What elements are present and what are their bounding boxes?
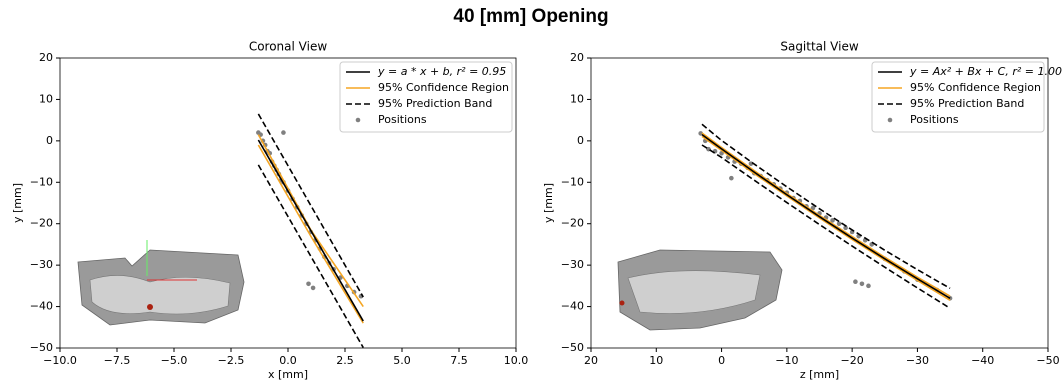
- legend-label: Positions: [378, 113, 427, 126]
- band-line: [258, 165, 363, 348]
- y-tick-label: −30: [30, 258, 53, 271]
- figure-title: 40 [mm] Opening: [453, 6, 608, 27]
- legend-marker: [356, 118, 361, 123]
- x-tick-label: −5.0: [161, 354, 188, 367]
- position-point: [281, 130, 286, 135]
- x-tick-label: 10.0: [504, 354, 529, 367]
- x-tick-label: −10.0: [43, 354, 77, 367]
- legend-label: 95% Prediction Band: [910, 97, 1024, 110]
- x-axis-label: x [mm]: [268, 368, 308, 381]
- x-tick-label: −7.5: [104, 354, 131, 367]
- y-tick-label: −10: [30, 175, 53, 188]
- inset-render-left: [78, 240, 244, 325]
- position-point: [860, 281, 865, 286]
- position-point: [729, 176, 734, 181]
- band-line: [258, 135, 363, 307]
- x-tick-label: 20: [584, 354, 598, 367]
- y-tick-label: −40: [30, 300, 53, 313]
- axes-title: Sagittal View: [780, 40, 858, 54]
- legend-label: y = a * x + b, r² = 0.95: [377, 65, 506, 78]
- band-line: [258, 114, 363, 297]
- x-tick-label: 7.5: [450, 354, 468, 367]
- y-tick-label: −50: [561, 341, 584, 354]
- x-tick-label: −2.5: [218, 354, 245, 367]
- x-tick-label: −30: [906, 354, 929, 367]
- fit-line: [258, 140, 363, 321]
- y-tick-label: 20: [39, 51, 53, 64]
- y-tick-label: −50: [30, 341, 53, 354]
- y-tick-label: −20: [30, 217, 53, 230]
- position-point: [866, 284, 871, 289]
- position-point: [853, 279, 858, 284]
- x-tick-label: 0.0: [279, 354, 297, 367]
- y-tick-label: 0: [46, 134, 53, 147]
- x-axis-label: z [mm]: [800, 368, 839, 381]
- y-tick-label: −40: [561, 300, 584, 313]
- axes-title: Coronal View: [249, 40, 328, 54]
- position-point: [311, 286, 316, 291]
- figure: 40 [mm] Opening Coronal View x [mm] y [mm]…: [0, 0, 1063, 386]
- y-tick-label: 0: [577, 134, 584, 147]
- inset-render-right: [618, 250, 782, 330]
- y-tick-label: 10: [39, 92, 53, 105]
- y-axis-label: y [mm]: [11, 183, 24, 223]
- x-tick-label: 0: [718, 354, 725, 367]
- legend-label: 95% Prediction Band: [378, 97, 492, 110]
- x-tick-label: 10: [649, 354, 663, 367]
- page: 40 [mm] Opening Coronal View x [mm] y [mm]…: [0, 0, 1063, 386]
- x-tick-label: −10: [775, 354, 798, 367]
- y-tick-label: −10: [561, 175, 584, 188]
- x-tick-label: −20: [841, 354, 864, 367]
- y-tick-label: 10: [570, 92, 584, 105]
- y-tick-label: 20: [570, 51, 584, 64]
- x-tick-label: 5.0: [393, 354, 411, 367]
- y-tick-label: −30: [561, 258, 584, 271]
- position-point: [837, 221, 842, 226]
- y-axis-label: y [mm]: [542, 183, 555, 223]
- legend-label: 95% Confidence Region: [910, 81, 1041, 94]
- x-tick-label: −40: [971, 354, 994, 367]
- legend-label: 95% Confidence Region: [378, 81, 509, 94]
- x-tick-label: −50: [1036, 354, 1059, 367]
- legend-label: y = Ax² + Bx + C, r² = 1.00: [909, 65, 1062, 78]
- legend-marker: [888, 118, 893, 123]
- legend-label: Positions: [910, 113, 959, 126]
- position-point: [306, 281, 311, 286]
- x-tick-label: 2.5: [336, 354, 354, 367]
- y-tick-label: −20: [561, 217, 584, 230]
